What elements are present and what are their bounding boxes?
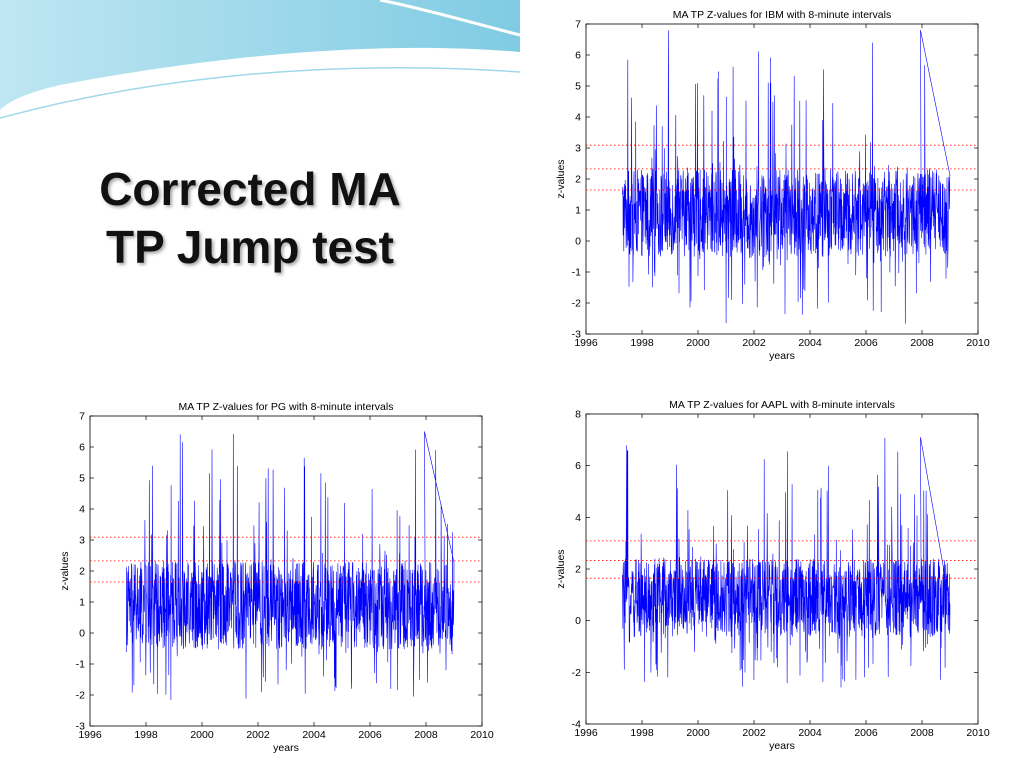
y-tick-label: -2 xyxy=(76,690,85,702)
y-tick-label: -2 xyxy=(572,298,581,310)
y-axis-label: z-values xyxy=(555,549,567,588)
y-tick-label: 3 xyxy=(79,535,85,547)
chart-title: MA TP Z-values for AAPL with 8-minute in… xyxy=(669,399,895,411)
chart-title: MA TP Z-values for PG with 8-minute inte… xyxy=(179,401,394,413)
y-tick-label: 6 xyxy=(575,460,581,472)
x-tick-label: 2002 xyxy=(742,727,766,739)
chart-ibm-svg: MA TP Z-values for IBM with 8-minute int… xyxy=(555,9,990,362)
chart-aapl: MA TP Z-values for AAPL with 8-minute in… xyxy=(540,394,1000,764)
x-tick-label: 1996 xyxy=(78,729,102,741)
y-tick-label: 7 xyxy=(575,19,581,31)
series-line xyxy=(622,437,951,688)
y-axis-label: z-values xyxy=(59,551,71,590)
x-tick-label: 2000 xyxy=(686,337,710,349)
y-tick-label: 5 xyxy=(79,473,85,485)
x-tick-label: 2008 xyxy=(910,337,934,349)
x-tick-label: 2006 xyxy=(358,729,382,741)
y-tick-label: -3 xyxy=(76,721,85,733)
x-tick-label: 2006 xyxy=(854,337,878,349)
y-tick-label: -4 xyxy=(572,719,581,731)
y-tick-label: -1 xyxy=(76,659,85,671)
slide-title-line-1: Corrected MA xyxy=(99,163,401,215)
x-tick-label: 1998 xyxy=(630,727,654,739)
y-tick-label: 4 xyxy=(79,504,85,516)
x-tick-label: 2002 xyxy=(742,337,766,349)
x-tick-label: 1998 xyxy=(134,729,158,741)
y-tick-label: 2 xyxy=(575,564,581,576)
x-tick-label: 2000 xyxy=(190,729,214,741)
x-tick-label: 2002 xyxy=(246,729,270,741)
y-tick-label: 5 xyxy=(575,81,581,93)
y-tick-label: 8 xyxy=(575,409,581,421)
y-tick-label: 2 xyxy=(575,174,581,186)
x-tick-label: 2004 xyxy=(302,729,326,741)
x-tick-label: 2000 xyxy=(686,727,710,739)
y-tick-label: 7 xyxy=(79,411,85,423)
y-axis-label: z-values xyxy=(555,159,567,198)
x-tick-label: 2010 xyxy=(470,729,494,741)
y-tick-label: -1 xyxy=(572,267,581,279)
x-axis-label: years xyxy=(769,740,795,752)
y-tick-label: 4 xyxy=(575,112,581,124)
x-axis-label: years xyxy=(769,350,795,362)
y-tick-label: 6 xyxy=(575,50,581,62)
x-tick-label: 2008 xyxy=(414,729,438,741)
slide-title-line-2: TP Jump test xyxy=(106,221,394,273)
y-tick-label: 0 xyxy=(79,628,85,640)
y-tick-label: 0 xyxy=(575,615,581,627)
chart-aapl-svg: MA TP Z-values for AAPL with 8-minute in… xyxy=(555,399,990,752)
x-tick-label: 1996 xyxy=(574,727,598,739)
x-tick-label: 2004 xyxy=(798,337,822,349)
y-tick-label: 3 xyxy=(575,143,581,155)
y-tick-label: -3 xyxy=(572,329,581,341)
x-tick-label: 1996 xyxy=(574,337,598,349)
y-tick-label: 1 xyxy=(79,597,85,609)
x-axis-label: years xyxy=(273,742,299,754)
series-line xyxy=(126,431,455,700)
y-tick-label: 0 xyxy=(575,236,581,248)
x-tick-label: 1998 xyxy=(630,337,654,349)
x-tick-label: 2008 xyxy=(910,727,934,739)
slide-header-swoosh xyxy=(0,0,521,119)
chart-title: MA TP Z-values for IBM with 8-minute int… xyxy=(673,9,891,21)
x-tick-label: 2006 xyxy=(854,727,878,739)
y-tick-label: 1 xyxy=(575,205,581,217)
chart-ibm: MA TP Z-values for IBM with 8-minute int… xyxy=(540,4,1000,374)
series-line xyxy=(622,30,951,324)
chart-pg: MA TP Z-values for PG with 8-minute inte… xyxy=(44,396,504,766)
x-tick-label: 2010 xyxy=(966,727,990,739)
x-tick-label: 2004 xyxy=(798,727,822,739)
y-tick-label: 2 xyxy=(79,566,85,578)
y-tick-label: 6 xyxy=(79,442,85,454)
chart-pg-svg: MA TP Z-values for PG with 8-minute inte… xyxy=(59,401,494,754)
x-tick-label: 2010 xyxy=(966,337,990,349)
y-tick-label: 4 xyxy=(575,512,581,524)
slide-title: Corrected MA TP Jump test xyxy=(40,160,460,276)
y-tick-label: -2 xyxy=(572,667,581,679)
